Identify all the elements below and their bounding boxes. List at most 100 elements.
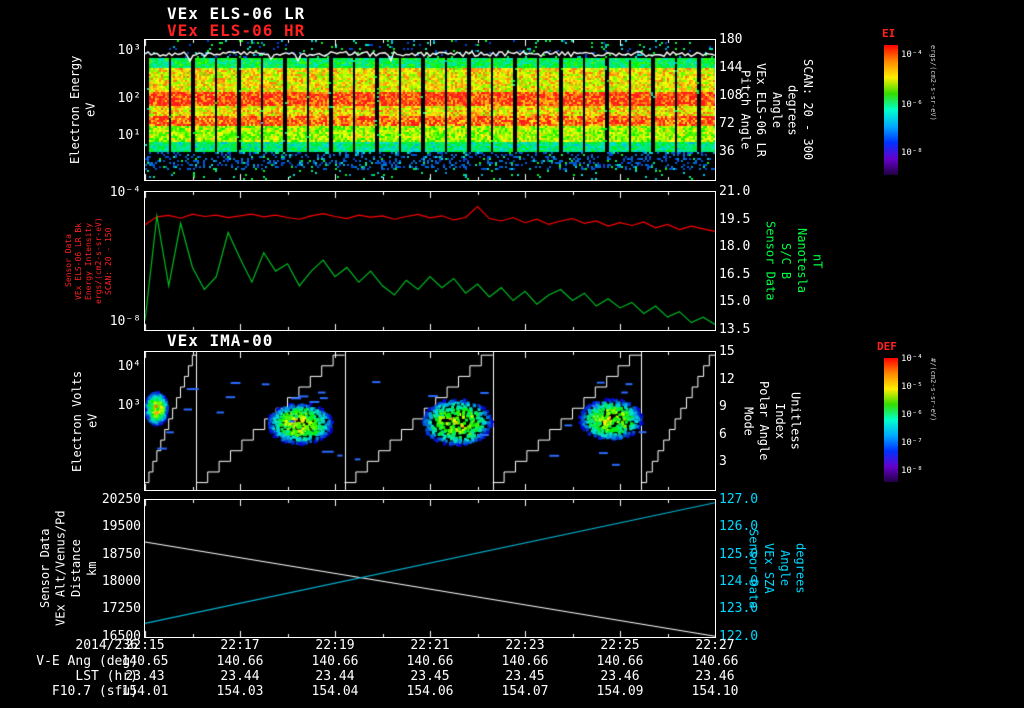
p4-left-tick: 17250 [101, 601, 141, 616]
row-value: 140.66 [311, 654, 359, 669]
colorbar2-title: DEF [877, 340, 897, 353]
axis-label-line: Sensor Data [64, 234, 73, 288]
axis-label-line: Sensor Data [763, 221, 778, 301]
p1-left-tick: 10³ [117, 43, 141, 58]
row-value: 23.44 [315, 669, 355, 684]
axis-label-line: Sensor Data [38, 528, 52, 609]
p3-right-tick: 15 [719, 344, 735, 359]
p4-right-tick: 127.0 [719, 492, 759, 507]
p4-left-tick: 18750 [101, 547, 141, 562]
axis-label-line: km [84, 561, 99, 576]
colorbar2-unit: #/(cm2-s-sr-eV) [929, 358, 937, 422]
p3-right-tick: 6 [719, 427, 727, 442]
row-value: 154.03 [216, 684, 264, 699]
axis-label-line: VEx ELS-06 LR Bk [74, 222, 83, 300]
panel1-title-lr: VEx ELS-06 LR [167, 4, 306, 23]
time-tick-label: 22:19 [315, 638, 355, 653]
axis-label-line: Sensor Data [746, 528, 761, 609]
p2-right-tick: 18.0 [719, 239, 751, 254]
p1-right-tick: 72 [719, 116, 735, 131]
date-label: 2014/236 [75, 638, 138, 653]
axis-label-line: Angle [777, 550, 792, 587]
axis-label-line: Nanotesla [794, 228, 809, 294]
p4-left-axis-label: Sensor Data VEx Alt/Venus/Pd Distance km [38, 500, 100, 637]
p1-left-tick: 10² [117, 91, 141, 106]
p3-right-axis-label: Mode Polar Angle Index Unitless [740, 353, 803, 489]
p3-left-tick: 10⁴ [117, 359, 141, 374]
p4-left-tick: 20250 [101, 492, 141, 507]
time-tick-label: 22:21 [410, 638, 450, 653]
p1-left-axis-label: Electron Energy eV [68, 40, 99, 180]
time-tick-label: 22:25 [600, 638, 640, 653]
p2-left-tick: 10⁻⁸ [109, 314, 141, 329]
row-value: 154.06 [406, 684, 454, 699]
axis-label-line: Index [772, 402, 787, 440]
colorbar1-title: EI [882, 27, 896, 40]
colorbar1-tick: 10⁻⁶ [901, 100, 923, 110]
colorbar2-tick: 10⁻⁵ [901, 382, 923, 392]
axis-label-line: VEx SZA [762, 543, 777, 594]
axis-label-line: Mode [741, 406, 756, 436]
p1-left-tick: 10¹ [117, 128, 141, 143]
row-value: 23.43 [125, 669, 165, 684]
axis-label-line: VEx ELS-06 LR [754, 63, 769, 157]
p4-left-tick: 19500 [101, 519, 141, 534]
row-value: 23.45 [410, 669, 450, 684]
colorbar1-tick: 10⁻⁸ [901, 148, 923, 158]
ima-spectrogram-canvas [144, 351, 716, 491]
colorbar1-gradient [884, 45, 898, 175]
row-value: 140.66 [596, 654, 644, 669]
colorbar1-unit: ergs/(cm2-s-sr-eV) [929, 45, 937, 121]
p4-right-tick: 126.0 [719, 519, 759, 534]
axis-label-line: Angle [769, 91, 784, 129]
axis-label-line: degrees [793, 543, 808, 594]
row-label: F10.7 (sfu) [51, 684, 138, 699]
row-value: 23.46 [600, 669, 640, 684]
p4-right-tick: 125.0 [719, 547, 759, 562]
time-tick-label: 22:17 [220, 638, 260, 653]
row-value: 140.65 [121, 654, 169, 669]
row-label: V-E Ang (deg) [36, 654, 138, 669]
p1-right-tick: 108 [719, 88, 743, 103]
p1-right-tick: 180 [719, 32, 743, 47]
p2-right-tick: 15.0 [719, 294, 751, 309]
axis-label-line: S/C B [779, 242, 794, 280]
row-value: 23.45 [505, 669, 545, 684]
axis-label-line: eV [85, 413, 100, 429]
p3-left-axis-label: Electron Volts eV [70, 352, 101, 490]
axis-label-line: Energy Intensity [84, 222, 93, 300]
p1-right-tick: 36 [719, 144, 735, 159]
row-value: 154.09 [596, 684, 644, 699]
p2-left-tick: 10⁻⁴ [109, 185, 141, 200]
p2-right-tick: 13.5 [719, 322, 751, 337]
p3-right-tick: 3 [719, 454, 727, 469]
p2-right-axis-label: Sensor Data S/C B Nanotesla nT [762, 194, 825, 328]
axis-label-line: Electron Energy [68, 55, 82, 165]
axis-label-line: ergs/(cm2-s-sr-eV) [94, 217, 103, 305]
p4-right-tick: 123.0 [719, 601, 759, 616]
axis-label-line: degrees [785, 84, 800, 136]
row-value: 23.46 [695, 669, 735, 684]
axis-label-line: eV [83, 102, 98, 118]
row-value: 140.66 [216, 654, 264, 669]
axis-label-line: SCAN: 20 - 150 [104, 227, 113, 295]
colorbar2-tick: 10⁻⁸ [901, 466, 923, 476]
row-value: 154.04 [311, 684, 359, 699]
p2-right-tick: 16.5 [719, 267, 751, 282]
row-value: 140.66 [691, 654, 739, 669]
p3-right-tick: 9 [719, 399, 727, 414]
axis-label-line: Distance [69, 539, 84, 598]
p4-left-tick: 18000 [101, 574, 141, 589]
colorbar2-tick: 10⁻⁶ [901, 410, 923, 420]
p3-left-tick: 10³ [117, 398, 141, 413]
colorbar2-tick: 10⁻⁴ [901, 354, 923, 364]
colorbar1-tick: 10⁻⁴ [901, 50, 923, 60]
row-value: 154.01 [121, 684, 169, 699]
alt-sza-canvas [144, 499, 716, 638]
els-spectrogram-canvas [144, 39, 716, 181]
axis-label-line: VEx Alt/Venus/Pd [53, 510, 68, 627]
colorbar2-tick: 10⁻⁷ [901, 438, 923, 448]
axis-label-line: Pitch Angle [738, 70, 753, 150]
p3-right-tick: 12 [719, 372, 735, 387]
